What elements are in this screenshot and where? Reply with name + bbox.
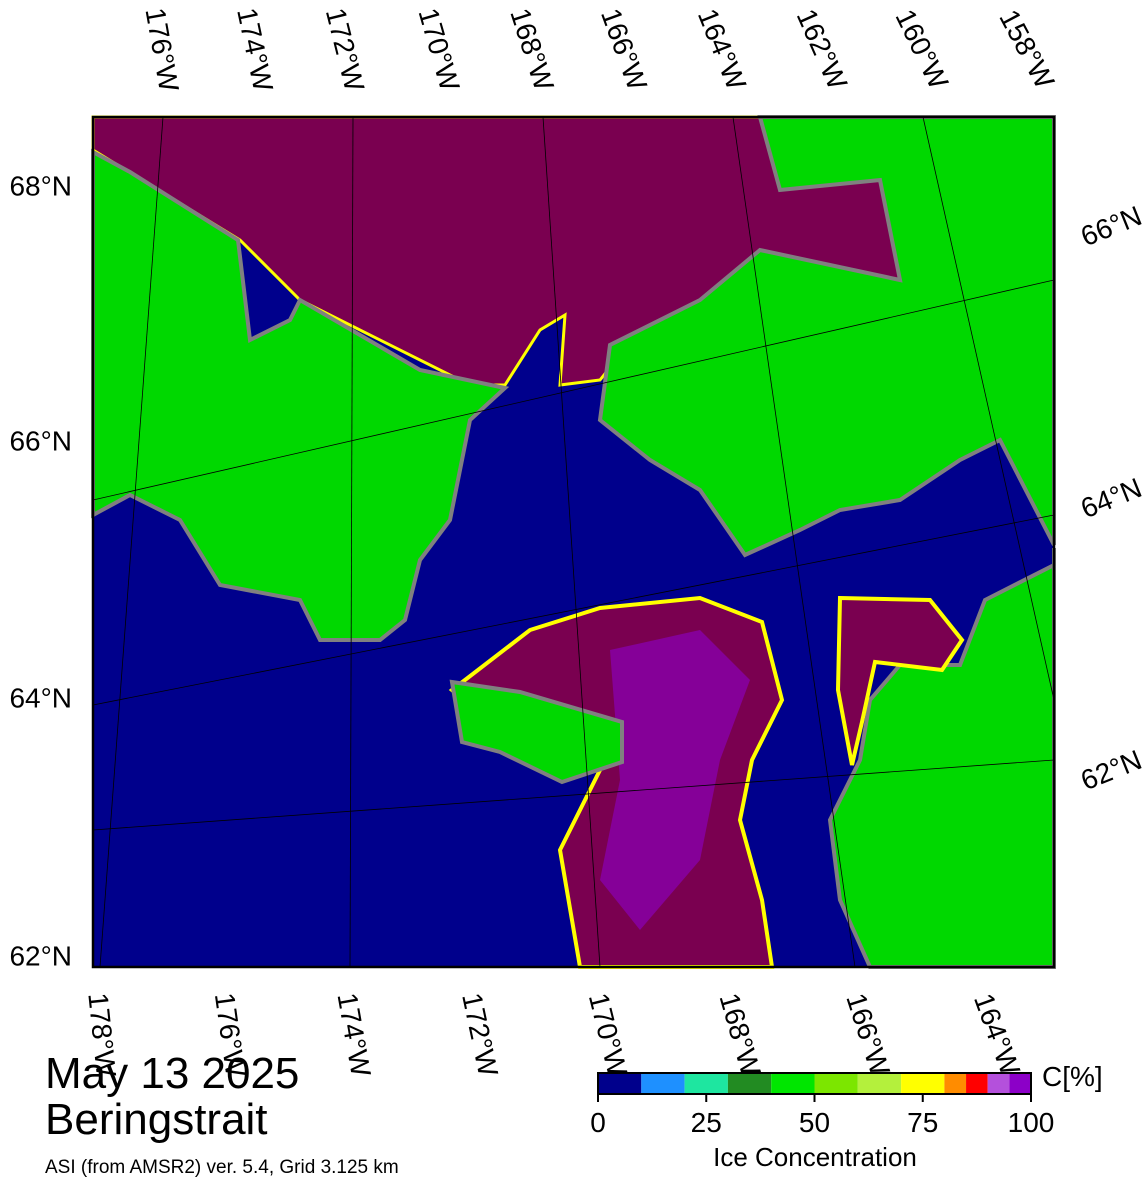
- chukotka: [91, 148, 510, 642]
- region: Beringstrait: [45, 1095, 268, 1144]
- colorbar: 0 25 50 75 100: [590, 1072, 1055, 1138]
- map-frame: [91, 115, 1056, 969]
- norton-ice: [835, 595, 965, 766]
- colorbar-bin: [1009, 1073, 1031, 1094]
- colorbar-tick-label: 25: [691, 1107, 722, 1138]
- colorbar-bin: [857, 1073, 902, 1094]
- st-lawrence-island: [449, 679, 624, 785]
- colorbar-bin: [944, 1073, 967, 1094]
- colorbar-bin: [641, 1073, 685, 1094]
- graticule: [99, 116, 164, 968]
- colorbar-bin: [987, 1073, 1010, 1094]
- graticule: [92, 514, 1055, 706]
- colorbar-unit: C[%]: [1042, 1061, 1103, 1092]
- colorbar-bin: [684, 1073, 728, 1094]
- graticule: [349, 116, 354, 968]
- colorbar-bin: [598, 1073, 642, 1094]
- bering-ice-core: [600, 630, 750, 930]
- date: May 13 2025: [45, 1049, 299, 1098]
- source: ASI (from AMSR2) ver. 5.4, Grid 3.125 km: [45, 1157, 399, 1178]
- lat-label-left: 62°N: [9, 940, 72, 971]
- graticule: [92, 279, 1055, 501]
- alaska-north: [597, 115, 1056, 558]
- colorbar-bin: [771, 1073, 815, 1094]
- colorbar-tick-label: 50: [799, 1107, 830, 1138]
- colorbar-bin: [966, 1073, 988, 1094]
- graticule: [92, 759, 1055, 831]
- colorbar-bin: [814, 1073, 858, 1094]
- colorbar-tick-label: 75: [907, 1107, 938, 1138]
- lat-label-left: 66°N: [9, 425, 72, 456]
- colorbar-bin: [901, 1073, 945, 1094]
- graticule: [922, 116, 1055, 701]
- colorbar-tick-label: 0: [590, 1107, 606, 1138]
- colorbar-bin: [727, 1073, 772, 1094]
- colorbar-tick-label: 100: [1008, 1107, 1055, 1138]
- lat-label-left: 68°N: [9, 170, 72, 201]
- map: [91, 115, 1056, 969]
- graticule: [542, 116, 601, 968]
- lat-label-left: 64°N: [9, 682, 72, 713]
- graticule: [732, 116, 856, 968]
- colorbar-title: Ice Concentration: [713, 1142, 917, 1172]
